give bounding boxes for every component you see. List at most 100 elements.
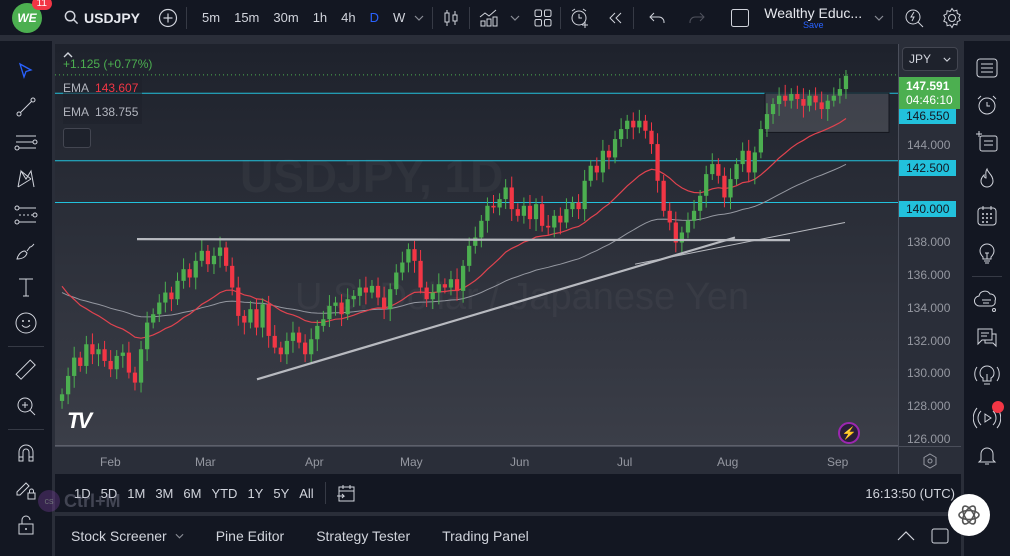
create-alert-button[interactable] [569, 7, 591, 29]
measure-tool[interactable] [6, 352, 46, 388]
collapse-legend-button[interactable] [63, 52, 91, 148]
fullscreen-button[interactable] [730, 8, 750, 28]
streams-button[interactable] [967, 399, 1007, 436]
minds-button[interactable] [967, 282, 1007, 319]
quick-search-button[interactable] [903, 7, 925, 29]
range-1y[interactable]: 1Y [247, 485, 264, 501]
interval-15m[interactable]: 15m [234, 10, 260, 25]
interval-5m[interactable]: 5m [202, 10, 221, 25]
lock-drawings-tool[interactable] [6, 471, 46, 507]
indicators-button[interactable] [478, 8, 500, 28]
alarm-plus-icon [571, 8, 589, 28]
tab-stock-screener[interactable]: Stock Screener [71, 528, 184, 544]
interval-w[interactable]: W [393, 10, 406, 25]
range-ytd[interactable]: YTD [211, 485, 238, 501]
chevron-down-icon[interactable] [874, 15, 884, 21]
rewind-icon [609, 12, 622, 23]
level-label-146-550[interactable]: 146.550 [899, 108, 957, 124]
magnet-tool[interactable] [6, 435, 46, 471]
range-1d[interactable]: 1D [74, 485, 91, 501]
fib-tool[interactable] [6, 197, 46, 233]
calendar-button[interactable] [967, 197, 1007, 234]
divider [8, 429, 44, 430]
range-6m[interactable]: 6M [183, 485, 202, 501]
ema-fast-legend[interactable]: EMA 143.607 [63, 76, 143, 100]
range-all[interactable]: All [299, 485, 314, 501]
tab-trading-panel[interactable]: Trading Panel [442, 528, 529, 544]
notifications-button[interactable] [967, 356, 1007, 393]
time-axis[interactable]: Feb Mar Apr May Jun Jul Aug Sep [55, 446, 898, 474]
watermark-symbol: USDJPY, 1D [240, 149, 503, 203]
range-1m[interactable]: 1M [127, 485, 146, 501]
pencil-lock-icon [16, 482, 36, 500]
expand-panel-button[interactable] [897, 531, 915, 541]
cursor-tool[interactable] [6, 53, 46, 89]
bottom-panel-tabs: Stock Screener Pine Editor Strategy Test… [55, 516, 961, 556]
user-avatar[interactable]: WE 11 [12, 0, 52, 33]
bell-icon [977, 447, 997, 464]
go-to-date-button[interactable] [336, 483, 356, 503]
axis-settings-button[interactable] [898, 446, 961, 474]
trend-line-tool[interactable] [6, 89, 46, 125]
watchlist-button[interactable] [967, 49, 1007, 86]
time-tick: May [400, 455, 423, 469]
range-5y[interactable]: 5Y [273, 485, 290, 501]
divider [633, 6, 635, 29]
pattern-tool[interactable] [6, 161, 46, 197]
undo-icon [649, 12, 665, 23]
compare-symbol-button[interactable] [158, 8, 178, 28]
utc-clock[interactable]: 16:13:50 (UTC) [865, 485, 955, 501]
interval-d[interactable]: D [369, 10, 380, 25]
notification-badge: 11 [31, 0, 52, 10]
chevron-down-icon[interactable] [414, 15, 424, 21]
bell-button[interactable] [967, 436, 1007, 473]
range-5d[interactable]: 5D [100, 485, 118, 501]
redo-button[interactable] [688, 11, 706, 25]
price-chart[interactable] [55, 44, 898, 446]
chevron-down-icon[interactable] [510, 15, 520, 21]
save-button[interactable]: Save [802, 19, 824, 30]
live-indicator-dot [992, 401, 1004, 413]
settings-button[interactable] [941, 7, 963, 29]
price-tick: 128.000 [907, 399, 951, 413]
layout-grid-button[interactable] [534, 9, 552, 27]
ema-slow-legend[interactable]: EMA 138.755 [63, 100, 143, 124]
emoji-tool[interactable] [6, 305, 46, 341]
candles-chart-type-button[interactable] [441, 8, 461, 28]
tab-strategy-tester[interactable]: Strategy Tester [316, 528, 410, 544]
currency-label: JPY [909, 52, 932, 66]
ema-label: EMA [63, 105, 90, 119]
range-3m[interactable]: 3M [155, 485, 174, 501]
alerts-button[interactable] [967, 86, 1007, 123]
interval-30m[interactable]: 30m [273, 10, 299, 25]
horizontal-lines-tool[interactable] [6, 125, 46, 161]
unlock-icon [18, 515, 34, 535]
maximize-panel-button[interactable] [931, 527, 949, 545]
level-label-142-500[interactable]: 142.500 [899, 160, 957, 176]
interval-4h[interactable]: 4h [341, 10, 356, 25]
tradingview-logo[interactable]: TV [67, 408, 92, 433]
symbol-search[interactable]: USDJPY [64, 10, 140, 26]
trend-line-icon [16, 97, 36, 117]
shortcut-text: Ctrl+M [64, 490, 121, 511]
chart-pane[interactable]: USDJPY, 1D U.S. Dollar / Japanese Yen +1… [55, 44, 898, 446]
ideas-button[interactable] [967, 234, 1007, 271]
data-window-button[interactable] [967, 123, 1007, 160]
tab-pine-editor[interactable]: Pine Editor [216, 528, 284, 544]
brush-tool[interactable] [6, 233, 46, 269]
assistant-button[interactable] [948, 494, 990, 536]
layout-name-button[interactable]: Wealthy Educ... Save [764, 6, 862, 30]
interval-1h[interactable]: 1h [312, 10, 328, 25]
lightning-icon[interactable]: ⚡ [838, 422, 860, 444]
text-tool[interactable] [6, 269, 46, 305]
level-label-140-000[interactable]: 140.000 [899, 201, 957, 217]
price-tick: 144.000 [907, 138, 951, 152]
hotlists-button[interactable] [967, 160, 1007, 197]
price-axis[interactable]: JPY 144.000 138.000 136.000 134.000 132.… [898, 44, 961, 446]
currency-selector[interactable]: JPY [902, 47, 958, 71]
replay-button[interactable] [607, 11, 625, 25]
chats-button[interactable] [967, 319, 1007, 356]
lock-all-tool[interactable] [6, 507, 46, 543]
undo-button[interactable] [648, 11, 666, 25]
zoom-tool[interactable] [6, 388, 46, 424]
